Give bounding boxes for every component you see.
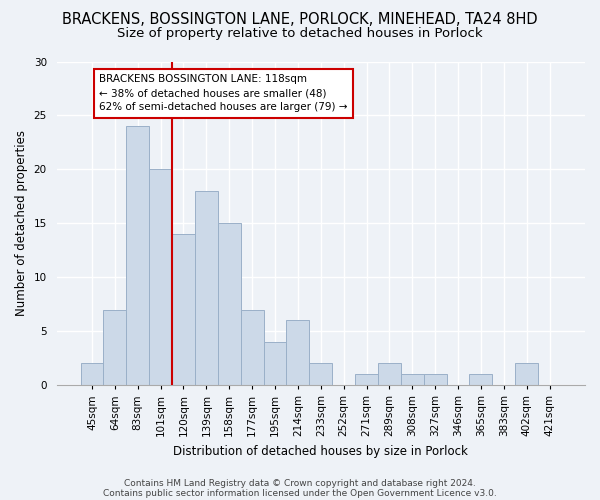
Bar <box>469 374 493 385</box>
Text: Size of property relative to detached houses in Porlock: Size of property relative to detached ho… <box>117 28 483 40</box>
Bar <box>241 310 263 385</box>
Bar <box>172 234 195 385</box>
Bar <box>355 374 378 385</box>
Bar <box>286 320 310 385</box>
Text: BRACKENS BOSSINGTON LANE: 118sqm
← 38% of detached houses are smaller (48)
62% o: BRACKENS BOSSINGTON LANE: 118sqm ← 38% o… <box>99 74 347 112</box>
Bar <box>195 191 218 385</box>
Text: Contains HM Land Registry data © Crown copyright and database right 2024.: Contains HM Land Registry data © Crown c… <box>124 478 476 488</box>
Text: Contains public sector information licensed under the Open Government Licence v3: Contains public sector information licen… <box>103 488 497 498</box>
Bar <box>378 364 401 385</box>
Bar <box>127 126 149 385</box>
Bar <box>515 364 538 385</box>
Bar <box>263 342 286 385</box>
Bar <box>218 224 241 385</box>
Bar <box>310 364 332 385</box>
Bar <box>149 170 172 385</box>
Bar <box>80 364 103 385</box>
X-axis label: Distribution of detached houses by size in Porlock: Distribution of detached houses by size … <box>173 444 468 458</box>
Bar <box>424 374 446 385</box>
Y-axis label: Number of detached properties: Number of detached properties <box>15 130 28 316</box>
Bar <box>103 310 127 385</box>
Text: BRACKENS, BOSSINGTON LANE, PORLOCK, MINEHEAD, TA24 8HD: BRACKENS, BOSSINGTON LANE, PORLOCK, MINE… <box>62 12 538 28</box>
Bar <box>401 374 424 385</box>
